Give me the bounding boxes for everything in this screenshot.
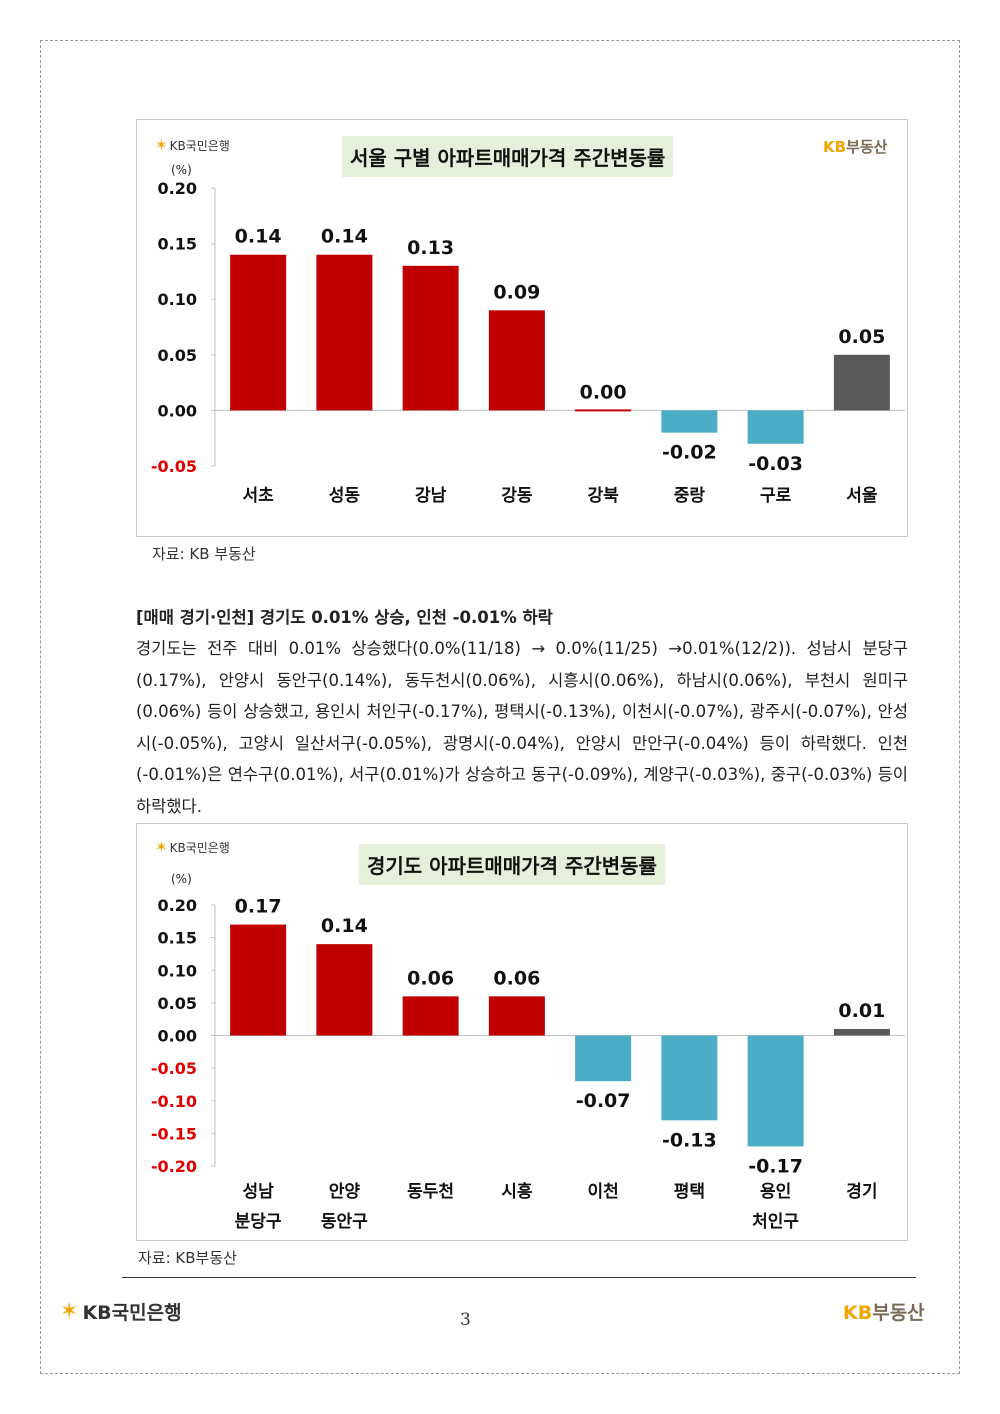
bar xyxy=(488,310,545,411)
kb-bank-logo: ✶ KB국민은행 xyxy=(155,838,230,856)
chart-source: 자료: KB 부동산 xyxy=(152,545,256,563)
category-label: 강동 xyxy=(501,486,533,506)
kb-star-icon: ✶ xyxy=(60,1299,79,1324)
bar xyxy=(575,1035,632,1082)
category-label: 분당구 xyxy=(235,1212,282,1232)
y-tick-label: 0.15 xyxy=(158,929,197,948)
realestate-text: 부동산 xyxy=(872,1302,925,1324)
unit-label: (%) xyxy=(171,872,192,886)
bar xyxy=(402,996,459,1036)
y-tick-label: 0.15 xyxy=(158,235,197,254)
bar xyxy=(230,254,287,411)
data-label: 0.14 xyxy=(321,915,368,937)
y-tick-label: 0.05 xyxy=(158,994,197,1013)
seoul-bar-chart: 0.20 0.15 0.10 0.05 0.00 -0.05 0.14 서초 0.14 성동 0.1… xyxy=(151,179,905,506)
bar xyxy=(747,1035,804,1147)
bar xyxy=(575,409,632,412)
gyeonggi-bar-chart: 0.20 0.15 0.10 0.05 0.00 -0.05 -0.10 -0.15 -0.20… xyxy=(151,896,905,1232)
category-label: 구로 xyxy=(760,486,792,506)
category-label: 동두천 xyxy=(407,1182,454,1202)
y-tick-label: -0.05 xyxy=(151,1059,197,1078)
kb-bank-logo-text: KB국민은행 xyxy=(169,138,230,153)
page-border xyxy=(40,40,960,1374)
chart-source: 자료: KB부동산 xyxy=(138,1249,237,1267)
data-label: 0.00 xyxy=(580,381,627,403)
section-body-text: 경기도는 전주 대비 0.01% 상승했다(0.0%(11/18) → 0.0%… xyxy=(136,639,908,816)
bar xyxy=(661,410,718,433)
footer-divider xyxy=(122,1277,916,1278)
data-label: -0.17 xyxy=(748,1155,803,1177)
category-label: 동안구 xyxy=(321,1212,368,1232)
y-tick-label: 0.20 xyxy=(158,896,197,915)
bar xyxy=(833,1028,890,1036)
chart-title: 경기도 아파트매매가격 주간변동률 xyxy=(359,844,665,885)
category-label: 성동 xyxy=(329,486,361,506)
chart-title: 서울 구별 아파트매매가격 주간변동률 xyxy=(342,136,674,177)
seoul-chart-panel: 0.20 0.15 0.10 0.05 0.00 -0.05 0.14 서초 0.14 성동 0.1… xyxy=(136,119,908,537)
data-label: -0.02 xyxy=(662,442,717,464)
realestate-text: 부동산 xyxy=(846,138,888,156)
bar xyxy=(747,410,804,444)
category-label: 강북 xyxy=(587,486,619,506)
category-label: 안양 xyxy=(329,1182,361,1202)
y-tick-label: 0.00 xyxy=(158,1027,197,1046)
bar xyxy=(316,254,373,411)
y-tick-label: -0.20 xyxy=(151,1157,197,1176)
bar xyxy=(833,354,890,411)
data-label: 0.06 xyxy=(493,967,540,989)
data-label: 0.09 xyxy=(493,281,540,303)
y-tick-label: -0.15 xyxy=(151,1124,197,1143)
category-label: 성남 xyxy=(242,1182,274,1202)
gyeonggi-chart-panel: 0.20 0.15 0.10 0.05 0.00 -0.05 -0.10 -0.15 -0.20… xyxy=(136,823,908,1241)
category-label: 처인구 xyxy=(752,1212,799,1232)
bar xyxy=(661,1035,718,1121)
data-label: 0.13 xyxy=(407,237,454,259)
y-tick-label: 0.10 xyxy=(158,290,197,309)
kb-mark: KB xyxy=(843,1302,873,1324)
bar xyxy=(316,944,373,1036)
category-label: 이천 xyxy=(587,1182,618,1202)
bar xyxy=(230,924,287,1036)
footer-bank-logo: ✶ KB국민은행 xyxy=(60,1298,182,1325)
data-label: -0.03 xyxy=(748,453,803,475)
category-label: 서울 xyxy=(846,486,878,506)
kb-star-icon: ✶ xyxy=(155,838,168,856)
y-tick-label: 0.05 xyxy=(158,346,197,365)
section-heading: [매매 경기·인천] 경기도 0.01% 상승, 인천 -0.01% 하락 xyxy=(136,608,553,627)
data-label: 0.06 xyxy=(407,967,454,989)
category-label: 강남 xyxy=(415,486,447,506)
data-label: 0.14 xyxy=(321,226,368,248)
data-label: 0.14 xyxy=(235,226,282,248)
y-tick-label: 0.10 xyxy=(158,961,197,980)
unit-label: (%) xyxy=(171,163,192,177)
data-label: 0.17 xyxy=(235,896,282,918)
category-label: 시흥 xyxy=(501,1181,533,1202)
footer-realestate-logo: KB부동산 xyxy=(843,1298,925,1325)
y-tick-label: 0.20 xyxy=(158,179,197,198)
kb-star-icon: ✶ xyxy=(155,136,168,154)
bar xyxy=(402,265,459,411)
kb-realestate-logo: KB부동산 xyxy=(823,136,887,157)
y-tick-label: -0.05 xyxy=(151,457,197,476)
kb-mark: KB xyxy=(823,138,847,156)
y-tick-label: -0.10 xyxy=(151,1092,197,1111)
category-label: 중랑 xyxy=(674,486,706,506)
footer-bank-logo-text: KB국민은행 xyxy=(82,1302,182,1324)
y-tick-label: 0.00 xyxy=(158,401,197,420)
section-body: 경기도는 전주 대비 0.01% 상승했다(0.0%(11/18) → 0.0%… xyxy=(136,633,908,822)
data-label: 0.01 xyxy=(838,1000,885,1022)
page-number: 3 xyxy=(460,1310,471,1330)
bar xyxy=(488,996,545,1036)
data-label: 0.05 xyxy=(838,326,885,348)
category-label: 경기 xyxy=(846,1182,877,1202)
category-label: 서초 xyxy=(242,486,274,506)
kb-bank-logo: ✶ KB국민은행 xyxy=(155,136,230,154)
category-label: 평택 xyxy=(674,1182,705,1202)
data-label: -0.13 xyxy=(662,1129,717,1151)
data-label: -0.07 xyxy=(576,1090,631,1112)
category-label: 용인 xyxy=(760,1182,791,1202)
kb-bank-logo-text: KB국민은행 xyxy=(169,840,230,855)
